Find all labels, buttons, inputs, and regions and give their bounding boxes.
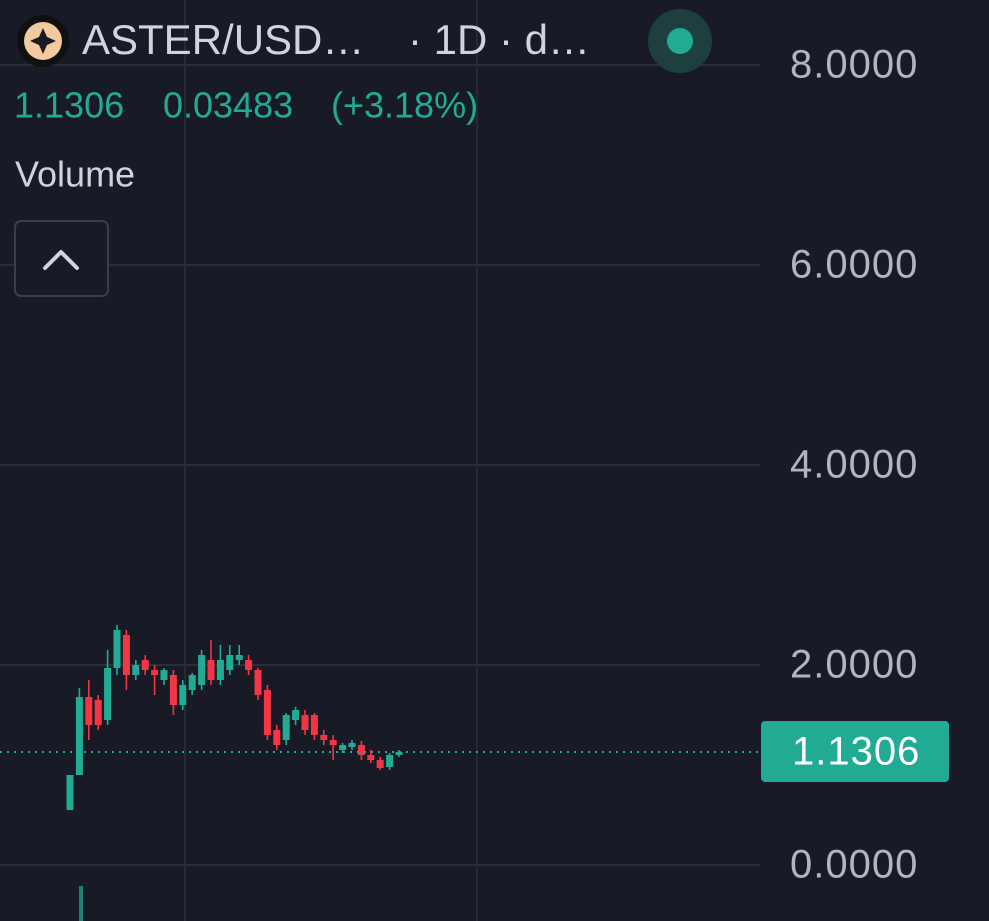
candle-body (66, 775, 74, 810)
candle-body (198, 655, 206, 685)
last-price-label: 1.1306 (792, 730, 920, 774)
candle-body (94, 700, 102, 725)
candle-body (216, 660, 224, 680)
candle-body (160, 670, 168, 680)
candle-body (132, 665, 140, 675)
candle-body (122, 635, 130, 675)
y-tick-label: 0.0000 (790, 843, 918, 887)
candle-body (320, 735, 328, 740)
chevron-icon (43, 250, 79, 270)
collapse-button[interactable] (14, 220, 109, 297)
symbol-logo-star (30, 28, 56, 54)
candle-body (75, 697, 83, 775)
candle-body (339, 745, 347, 750)
indicator-label: Volume (15, 154, 135, 195)
price-change: 0.03483 (163, 85, 293, 126)
candle-body (169, 675, 177, 705)
candle-body (301, 715, 309, 730)
y-tick-label: 2.0000 (790, 643, 918, 687)
candle-body (85, 697, 93, 725)
header: ASTER/USD… · 1D · d… 1.1306 0.03483 (+3.… (14, 9, 712, 297)
symbol-title[interactable]: ASTER/USD… (82, 16, 364, 63)
candle-body (263, 690, 271, 735)
y-tick-label: 8.0000 (790, 43, 918, 87)
candle-body (329, 740, 337, 745)
candle-body (207, 660, 215, 680)
candle-body (310, 715, 318, 735)
candle-body (254, 670, 262, 695)
last-price: 1.1306 (14, 85, 124, 126)
candle-body (282, 715, 290, 740)
volume-bar (79, 886, 83, 921)
candle-body (357, 745, 365, 755)
status-dot[interactable] (667, 28, 693, 54)
price-axis: 0.0000 2.0000 4.0000 6.0000 8.0000 1.1306 (761, 43, 949, 887)
y-tick-label: 4.0000 (790, 443, 918, 487)
candle-body (179, 685, 187, 705)
candle-body (376, 760, 384, 768)
candle-body (188, 675, 196, 690)
candle-body (367, 755, 375, 760)
plot (0, 625, 760, 810)
candle-body (113, 630, 121, 668)
candle-body (151, 670, 159, 675)
candle-body (395, 751, 403, 755)
candle-body (292, 710, 300, 720)
candle-body (235, 655, 243, 660)
candle-body (245, 660, 253, 670)
candle-body (386, 755, 394, 767)
candle-body (348, 743, 356, 747)
price-change-percent: (+3.18%) (331, 85, 478, 126)
candle-body (273, 730, 281, 745)
y-tick-label: 6.0000 (790, 243, 918, 287)
candle-body (226, 655, 234, 670)
interval[interactable]: · 1D · d… (408, 16, 590, 63)
candle-body (141, 660, 149, 670)
candle-body (104, 668, 112, 720)
last-price-tag (761, 720, 949, 782)
